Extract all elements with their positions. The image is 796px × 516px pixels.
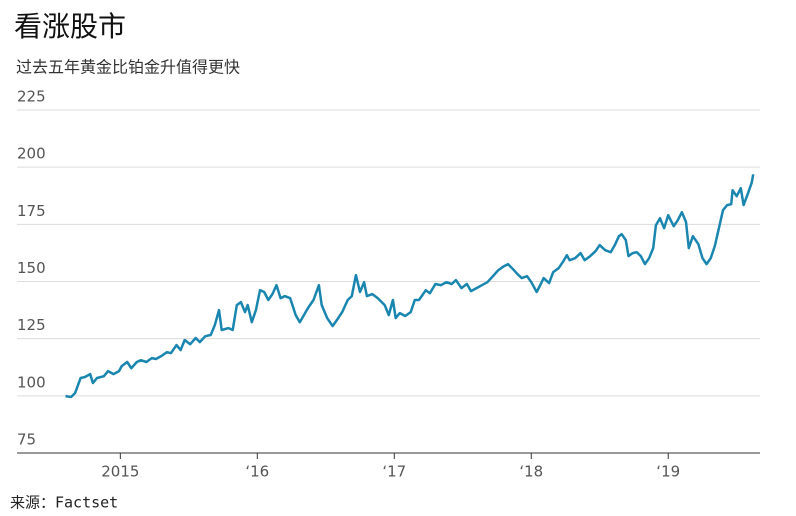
x-tick-label: ‘18 bbox=[519, 463, 543, 481]
x-tick-label: ‘16 bbox=[245, 463, 269, 481]
chart-title: 看涨股市 bbox=[14, 10, 126, 43]
y-tick-label: 100 bbox=[17, 373, 46, 391]
x-tick-label: 2015 bbox=[101, 463, 139, 481]
chart-subtitle: 过去五年黄金比铂金升值得更快 bbox=[16, 58, 240, 77]
x-tick-label: ‘17 bbox=[382, 463, 406, 481]
y-tick-label: 75 bbox=[17, 431, 36, 449]
y-tick-label: 200 bbox=[17, 145, 46, 163]
y-tick-label: 175 bbox=[17, 202, 46, 220]
x-tick-label: ‘19 bbox=[656, 463, 680, 481]
line bbox=[65, 174, 755, 399]
y-tick-label: 225 bbox=[17, 88, 46, 106]
source: 来源：Factset bbox=[10, 494, 118, 512]
y-tick-label: 125 bbox=[17, 316, 46, 334]
y-tick-label: 150 bbox=[17, 259, 46, 277]
